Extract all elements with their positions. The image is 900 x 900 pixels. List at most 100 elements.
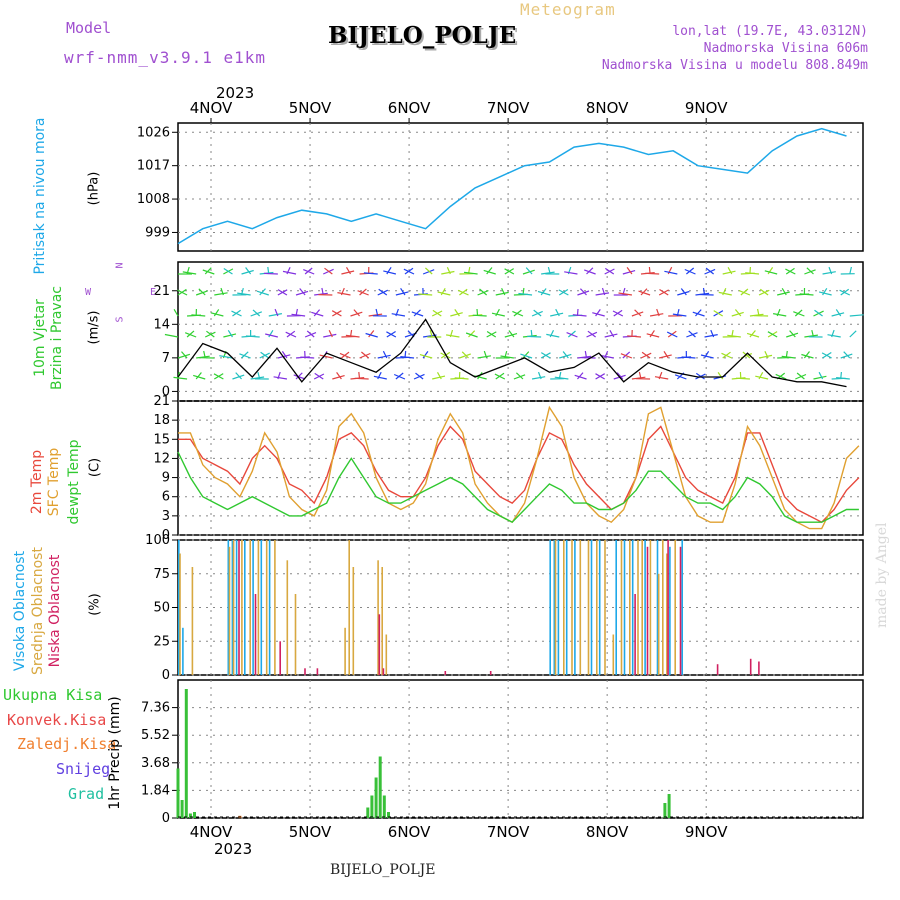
wind-barb [583, 269, 596, 275]
cloud-bar [674, 540, 676, 675]
temp-line-1 [178, 405, 860, 530]
cloud-bar [623, 540, 626, 675]
wind-barb [604, 333, 618, 338]
y-tick-label: 9 [162, 471, 170, 486]
precip-bar [370, 795, 374, 818]
wind-barb [432, 375, 446, 380]
day-label-bottom: 8NOV [586, 823, 629, 841]
wind-barb [512, 310, 524, 317]
precip-bar [176, 768, 180, 818]
cloud-bar [644, 540, 646, 675]
wind-barb [386, 266, 392, 275]
wind-barb [622, 270, 636, 275]
precip-bar [188, 813, 192, 818]
wind-barb [645, 272, 660, 275]
precip-rain-label: Ukupna Kisa [3, 686, 103, 704]
temp-dew-label: dewpt Temp [66, 439, 82, 525]
wind-barb [527, 335, 542, 338]
wind-barb [541, 271, 555, 275]
wind-barb [574, 374, 587, 380]
cloud-unit: (%) [87, 593, 103, 616]
wind-barb [755, 375, 769, 380]
wind-barb [537, 371, 542, 380]
wind-barb [811, 329, 815, 338]
wind-barb [686, 267, 695, 275]
precip-hail-label: Grad [68, 785, 105, 803]
wind-barb [843, 351, 851, 359]
wind-compass-w: W [85, 287, 92, 298]
wind-barb [674, 374, 687, 380]
cloud-bar [641, 540, 643, 675]
day-label-top: 8NOV [586, 99, 629, 117]
wind-barb [357, 290, 369, 296]
wind-barb [311, 311, 324, 317]
wind-barb [263, 272, 278, 275]
wind-barb [738, 290, 751, 296]
temp-line-2 [177, 451, 859, 524]
cloud-bar [656, 540, 659, 675]
year-top: 2023 [216, 84, 255, 102]
wind-barb [667, 266, 673, 275]
wind-barb [749, 330, 756, 338]
wind-barb [803, 351, 810, 359]
wind-barb [564, 271, 578, 275]
y-tick-label: 0 [162, 811, 170, 826]
wind-barb [454, 377, 469, 380]
wind-barb [547, 266, 551, 275]
wind-barb [550, 312, 564, 317]
wind-barb [382, 350, 388, 359]
wind-barb [252, 309, 261, 317]
wind-barb [704, 350, 710, 359]
wind-barb [295, 290, 309, 296]
wind-barb [304, 267, 313, 275]
wind-barb [684, 268, 696, 275]
wind-barb [277, 354, 291, 359]
cloud-bar [549, 540, 551, 675]
wind-unit: (m/s) [86, 310, 102, 345]
wind-barb [759, 288, 769, 296]
precip-bar [366, 807, 370, 818]
wind-barb [213, 309, 220, 317]
cloud-bar [182, 627, 184, 676]
wind-barb [177, 289, 188, 296]
wind-barb [631, 311, 644, 317]
wind-barb [268, 329, 274, 338]
wind-barb [504, 333, 518, 338]
wind-barb [767, 331, 778, 338]
wind-barb [695, 309, 702, 317]
wind-barb [265, 333, 278, 338]
cloud-bar [667, 540, 669, 675]
precip-freezing-label: Zaledj.Kisa [17, 735, 117, 753]
wind-barb [734, 309, 742, 317]
wind-barb [804, 334, 818, 338]
y-tick-label: 12 [153, 451, 170, 466]
panel-frame-temp [177, 400, 864, 536]
wind-barb [777, 291, 790, 296]
wind-barb [757, 308, 760, 317]
wind-barb [601, 287, 606, 296]
cloud-bar [348, 540, 350, 675]
wind-barb [699, 293, 714, 296]
precip-bar [378, 756, 382, 818]
wind-barb [358, 371, 361, 380]
wind-barb [377, 354, 391, 359]
wind-barb [626, 267, 633, 275]
wind-barb [223, 267, 233, 275]
day-label-top: 9NOV [685, 99, 728, 117]
wind-barb [293, 374, 306, 380]
cloud-bar [265, 540, 268, 675]
cloud-bar [268, 540, 271, 675]
wind-barb [775, 373, 787, 380]
cloud-bar [385, 634, 388, 675]
wind-barb [268, 313, 283, 317]
cloud-bar [679, 546, 682, 676]
wind-barb [745, 272, 760, 275]
wind-barb [373, 375, 387, 380]
wind-barb [403, 268, 415, 275]
wind-barb [463, 271, 478, 275]
day-label-bottom: 4NOV [190, 823, 233, 841]
cloud-bar [260, 540, 263, 675]
wind-barb [245, 335, 260, 338]
y-tick-label: 0 [162, 528, 170, 543]
cloud-bar [590, 540, 593, 675]
